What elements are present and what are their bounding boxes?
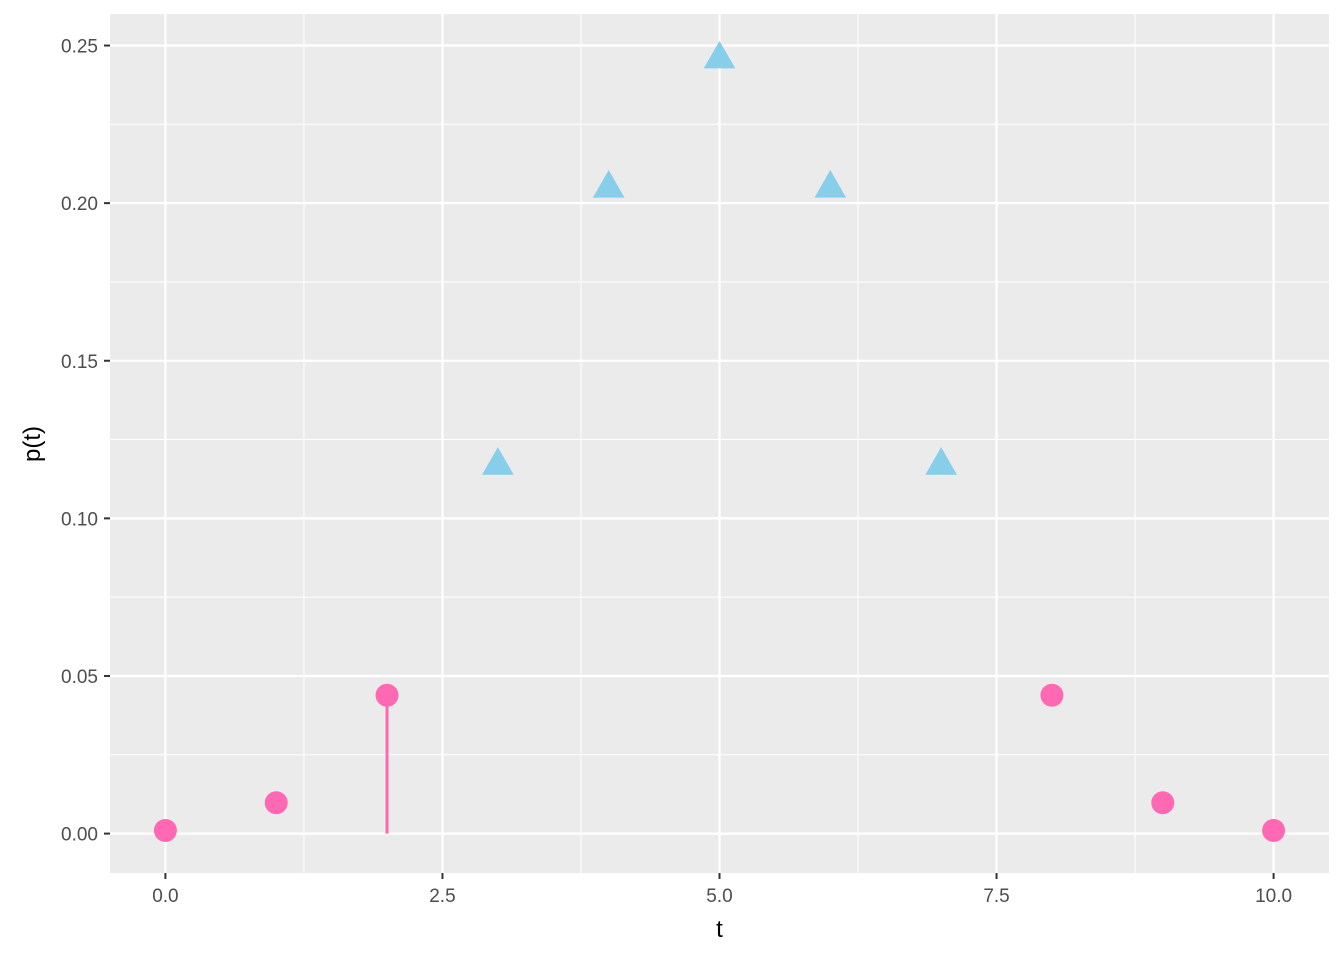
data-point-triangle [592, 170, 625, 198]
y-tick-label: 0.10 [61, 509, 98, 530]
y-tick-label: 0.05 [61, 667, 98, 688]
data-point-circle [1262, 818, 1286, 842]
y-tick-label: 0.15 [61, 352, 98, 373]
data-point-circle [264, 791, 288, 815]
points [153, 40, 1286, 842]
y-tick-labels: 0.00 0.05 0.10 0.15 0.20 0.25 [61, 37, 98, 846]
data-point-circle [375, 683, 399, 707]
y-tick-label: 0.00 [61, 825, 98, 846]
data-point-triangle [482, 447, 514, 475]
data-point-triangle [703, 40, 736, 69]
data-point-triangle [925, 447, 957, 475]
data-point-triangle [814, 170, 847, 198]
x-tick-label: 5.0 [706, 886, 732, 907]
x-tick-label: 0.0 [152, 886, 178, 907]
grid-major [110, 14, 1329, 873]
data-point-circle [153, 818, 177, 842]
x-tick-label: 2.5 [429, 886, 455, 907]
x-tick-labels: 0.0 2.5 5.0 7.5 10.0 [152, 886, 1292, 907]
x-tick-label: 10.0 [1255, 886, 1292, 907]
y-tick-label: 0.20 [61, 194, 98, 215]
data-point-circle [1151, 791, 1175, 815]
y-tick-label: 0.25 [61, 37, 98, 58]
data-point-circle [1040, 683, 1064, 707]
x-tick-label: 7.5 [983, 886, 1009, 907]
x-axis-title: t [716, 916, 723, 943]
axis-ticks [104, 44, 1275, 879]
y-axis-title: p(t) [19, 426, 46, 462]
